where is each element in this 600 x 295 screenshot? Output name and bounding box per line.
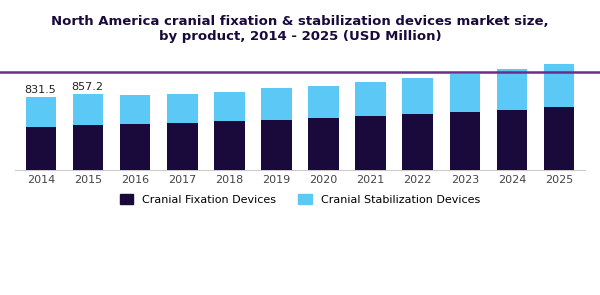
Bar [308, 86, 339, 118]
Bar [26, 127, 56, 170]
Bar [449, 73, 480, 112]
Bar [308, 118, 339, 170]
Bar [120, 95, 151, 124]
Bar [120, 124, 151, 170]
Bar [73, 125, 103, 170]
Bar [261, 88, 292, 120]
Bar [214, 91, 245, 122]
Bar [214, 122, 245, 170]
Bar [544, 64, 574, 107]
Bar [355, 116, 386, 170]
Bar [449, 112, 480, 170]
Text: 857.2: 857.2 [71, 83, 103, 92]
Bar [261, 120, 292, 170]
Bar [497, 109, 527, 170]
Bar [403, 114, 433, 170]
Bar [497, 69, 527, 109]
Text: 831.5: 831.5 [24, 85, 56, 95]
Legend: Cranial Fixation Devices, Cranial Stabilization Devices: Cranial Fixation Devices, Cranial Stabil… [116, 190, 484, 209]
Bar [167, 94, 197, 123]
Bar [26, 97, 56, 127]
Title: North America cranial fixation & stabilization devices market size,
by product, : North America cranial fixation & stabili… [51, 15, 549, 43]
Bar [167, 123, 197, 170]
Bar [544, 107, 574, 170]
Bar [403, 78, 433, 114]
Bar [355, 82, 386, 116]
Bar [73, 94, 103, 125]
